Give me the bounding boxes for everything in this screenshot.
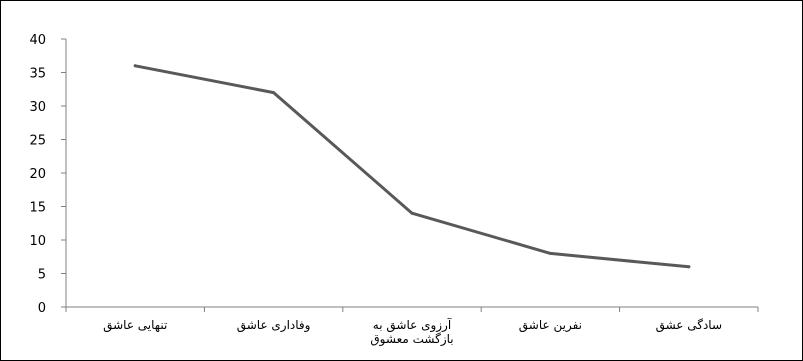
x-tick-label: وفاداری عاشق (237, 318, 311, 333)
x-tick-label: آرزوی عاشق به بازگشت معشوق (370, 317, 453, 347)
y-tick-label: 10 (29, 234, 46, 249)
series-line (133, 64, 691, 269)
data-point (133, 64, 137, 68)
y-tick-label: 35 (29, 67, 46, 82)
y-tick-label: 0 (38, 301, 46, 316)
data-point (410, 211, 414, 215)
y-ticks: 0 5 10 15 20 25 30 35 40 (29, 33, 66, 316)
x-tick-label: سادگی عشق (656, 318, 722, 333)
data-point (272, 91, 276, 95)
y-tick-label: 40 (29, 33, 46, 48)
y-tick-label: 20 (29, 167, 46, 182)
data-point (687, 265, 691, 269)
series-group (133, 64, 691, 269)
y-tick-label: 5 (38, 268, 46, 283)
y-tick-label: 30 (29, 100, 46, 115)
x-ticks: تنهایی عاشق وفاداری عاشق آرزوی عاشق به بازگ… (65, 307, 759, 347)
x-tick-label: نفرین عاشق (519, 318, 582, 333)
x-tick-label: تنهایی عاشق (103, 318, 167, 333)
data-point (548, 251, 552, 255)
y-tick-label: 15 (29, 201, 46, 216)
y-tick-label: 25 (29, 134, 46, 149)
